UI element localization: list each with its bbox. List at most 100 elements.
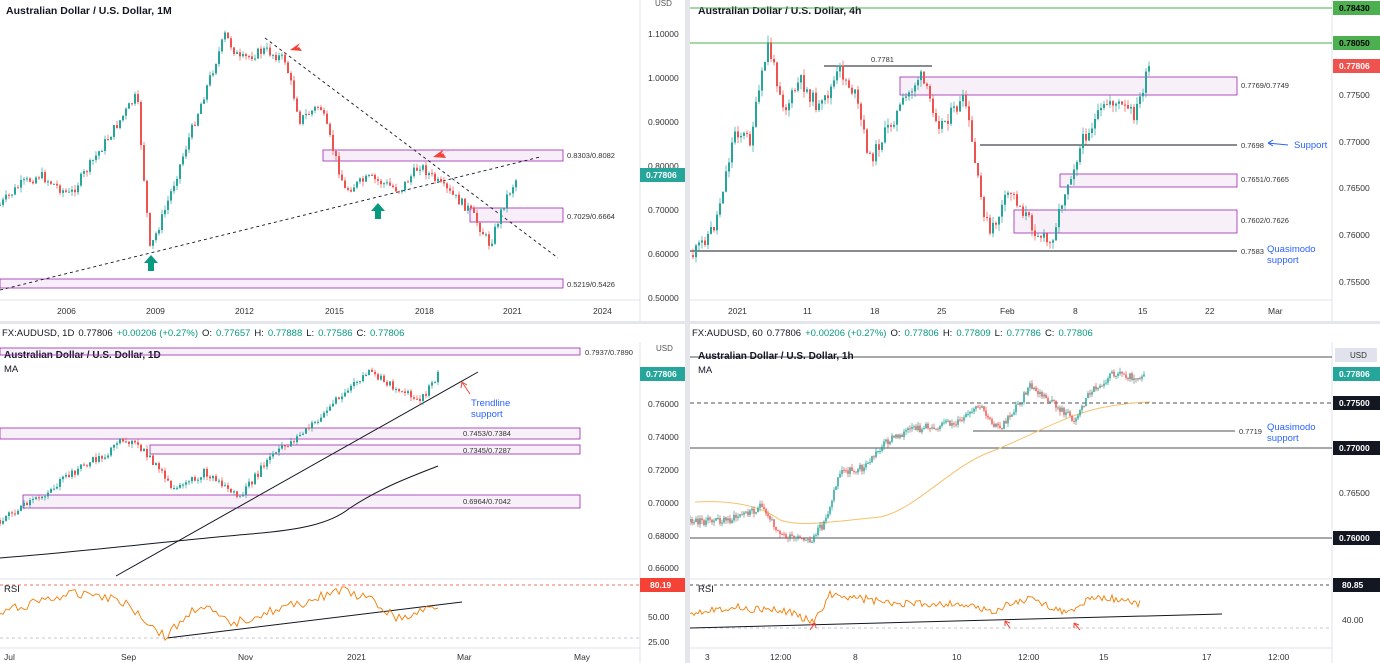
demand-zone[interactable] [899, 76, 1238, 96]
candle-body [787, 537, 789, 539]
candle-body [849, 467, 851, 474]
candle-body [763, 506, 765, 510]
zone-label: 0.7345/0.7287 [463, 446, 511, 455]
candle-body [767, 513, 769, 517]
candle-body [746, 132, 748, 135]
ohlc-close: 0.77806 [1058, 327, 1093, 339]
candle-body [155, 463, 157, 466]
candle-body [981, 406, 983, 408]
rsi-value-tag [640, 578, 685, 592]
rsi-trendline[interactable] [166, 601, 463, 639]
candle-body [287, 446, 289, 448]
candle-body [957, 419, 959, 425]
candle-body [59, 185, 61, 193]
candle-body [344, 392, 346, 397]
candle-body [179, 164, 181, 179]
chart-pane-daily[interactable]: Australian Dollar / U.S. Dollar, 1D MA U… [0, 342, 685, 663]
candle-body [221, 480, 223, 487]
ohlc-symbol: FX:AUDUSD, 1D [2, 327, 75, 339]
demand-zone[interactable] [1013, 209, 1238, 234]
candle-body [434, 382, 436, 384]
supply-zone[interactable] [0, 347, 581, 356]
candle-body [839, 65, 841, 72]
candle-body [32, 181, 34, 184]
candle-body [797, 536, 799, 538]
candle-body [806, 89, 808, 92]
candle-body [1145, 71, 1147, 93]
chart-pane-4h[interactable]: Australian Dollar / U.S. Dollar, 4h 0.78… [690, 0, 1380, 321]
demand-zone[interactable] [1059, 173, 1238, 188]
pane-divider-horizontal[interactable] [0, 321, 1380, 324]
h1-chart-svg[interactable]: Australian Dollar / U.S. Dollar, 1h MA U… [690, 342, 1380, 663]
candle-body [735, 514, 737, 518]
candle-body [92, 159, 94, 161]
trendline-support[interactable] [0, 156, 541, 291]
candle-body [389, 381, 391, 386]
candle-body [374, 371, 376, 375]
candle-body [230, 488, 232, 493]
zone[interactable] [0, 427, 581, 440]
candle-body [985, 410, 987, 416]
candle-body [341, 396, 343, 400]
candle-body [1111, 371, 1113, 374]
candle-body [437, 178, 439, 181]
candle-body [813, 535, 815, 542]
ohlc-change: +0.00206 (+0.27%) [116, 327, 199, 339]
candle-body [998, 216, 1000, 225]
candle-body [35, 177, 37, 184]
demand-zone[interactable] [22, 494, 581, 509]
candle-body [167, 478, 169, 481]
candle-body [8, 194, 10, 196]
candle-body [1037, 391, 1039, 394]
candle-body [317, 421, 319, 423]
candle-body [797, 82, 799, 91]
candle-body [500, 209, 502, 224]
candle-body [107, 455, 109, 458]
candle-body [929, 86, 931, 99]
candle-body [1063, 407, 1065, 415]
candle-body [872, 153, 874, 162]
candle-body [380, 375, 382, 380]
candle-body [935, 112, 937, 122]
candle-body [281, 54, 283, 56]
candle-body [811, 541, 813, 543]
price-tag-text: 0.78050 [1339, 38, 1370, 48]
demand-zone[interactable] [469, 207, 564, 223]
demand-zone[interactable] [0, 278, 564, 289]
candle-body [1101, 385, 1103, 387]
candle-body [422, 394, 424, 401]
daily-chart-svg[interactable]: Australian Dollar / U.S. Dollar, 1D MA U… [0, 342, 685, 663]
pane-divider-vertical[interactable] [685, 0, 690, 663]
candle-body [1079, 410, 1081, 416]
candle-body [200, 103, 202, 114]
zone-label: 0.7651/0.7665 [1241, 175, 1289, 184]
candle-body [979, 407, 981, 409]
chart-pane-monthly[interactable]: Australian Dollar / U.S. Dollar, 1M USD … [0, 0, 685, 321]
candle-body [921, 429, 923, 433]
candle-body [239, 496, 241, 498]
candle-body [20, 505, 22, 511]
candles-monthly [0, 30, 517, 250]
candle-body [152, 455, 154, 466]
candle-body [1067, 184, 1069, 195]
trendline-resistance[interactable] [264, 37, 559, 259]
rsi-trendline[interactable] [690, 613, 1223, 629]
candle-body [701, 518, 703, 521]
monthly-chart-svg[interactable]: Australian Dollar / U.S. Dollar, 1M USD … [0, 0, 685, 321]
zone-label: 0.7769/0.7749 [1241, 81, 1289, 90]
red-arrow-icon [290, 38, 318, 51]
candle-body [885, 439, 887, 442]
candle-body [200, 477, 202, 480]
candle-body [419, 398, 421, 401]
candle-body [917, 425, 919, 431]
candle-body [743, 512, 745, 515]
candle-body [347, 188, 349, 190]
chart-pane-1h[interactable]: Australian Dollar / U.S. Dollar, 1h MA U… [690, 342, 1380, 663]
candle-body [188, 137, 190, 150]
candle-body [263, 465, 265, 467]
zone[interactable] [149, 444, 581, 455]
candle-body [1007, 192, 1009, 195]
trendline-support[interactable] [115, 371, 479, 577]
candle-body [931, 427, 933, 429]
h4-chart-svg[interactable]: Australian Dollar / U.S. Dollar, 4h 0.78… [690, 0, 1380, 321]
